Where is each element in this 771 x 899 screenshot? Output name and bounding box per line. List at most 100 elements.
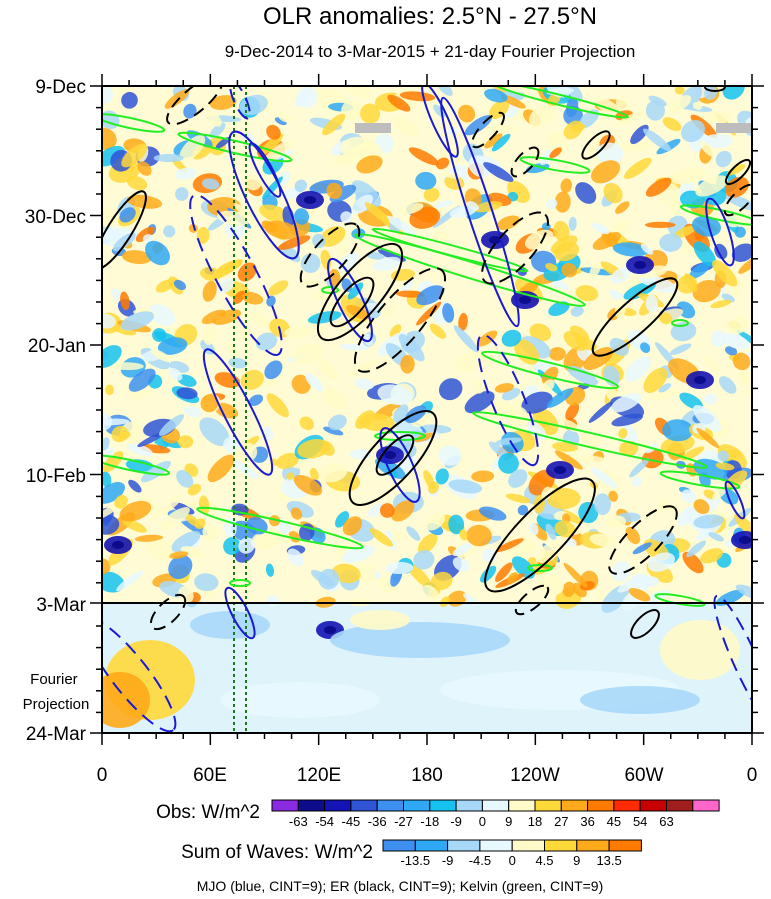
colorbar-tick-label: 13.5 [596, 853, 621, 868]
anomaly-blob [433, 200, 454, 208]
anomaly-blob [615, 201, 630, 214]
anomaly-blob [506, 406, 528, 427]
colorbar-tick-label: 36 [580, 814, 594, 829]
axis-ticks [90, 74, 764, 745]
anomaly-blob [628, 588, 651, 602]
anomaly-blob [590, 467, 618, 489]
anomaly-blob [546, 388, 574, 408]
anomaly-blob [104, 446, 115, 458]
anomaly-blob [137, 161, 152, 176]
anomaly-blob [578, 455, 606, 463]
anomaly-blob [305, 373, 324, 392]
colorbar-tick-label: 9 [505, 814, 512, 829]
anomaly-blob [175, 187, 189, 201]
anomaly-blob [266, 124, 281, 140]
anomaly-blob [545, 523, 557, 540]
anomaly-blob [164, 89, 190, 109]
anomaly-core [519, 296, 531, 304]
anomaly-blob [102, 502, 122, 522]
anomaly-blob [484, 88, 508, 103]
anomaly-blob [134, 534, 164, 542]
anomaly-core [304, 196, 316, 204]
anomaly-blob [309, 467, 319, 481]
anomaly-blob [351, 194, 373, 215]
anomaly-blob [669, 343, 692, 355]
anomaly-blob [150, 500, 180, 520]
anomaly-blob [631, 476, 643, 487]
anomaly-blob [548, 301, 570, 317]
anomaly-core [121, 46, 149, 64]
anomaly-blob [300, 253, 321, 273]
anomaly-blob [277, 112, 292, 123]
colorbar-swatch [414, 839, 449, 852]
anomaly-blob [119, 500, 152, 522]
anomaly-blob [546, 131, 569, 155]
x-tick-label: 60E [193, 765, 227, 786]
er-wave-dashed-contours [149, 86, 752, 631]
anomaly-blob [632, 542, 652, 555]
anomaly-blob [432, 230, 449, 243]
colorbar-tick-label: 27 [554, 814, 568, 829]
anomaly-blob [291, 374, 311, 394]
anomaly-blob [578, 109, 600, 129]
anomaly-blob [237, 262, 257, 282]
mjo-dashed-contours [102, 86, 752, 733]
anomaly-blob [610, 393, 642, 413]
anomaly-blob [681, 119, 705, 143]
colorbar-swatch [608, 839, 642, 852]
colorbar-swatch [455, 799, 483, 812]
anomaly-blob [507, 572, 519, 584]
anomaly-blob [710, 330, 726, 348]
anomaly-blob [430, 571, 453, 591]
anomaly-blob [495, 538, 524, 553]
anomaly-blob [448, 479, 483, 494]
anomaly-blob [625, 356, 651, 382]
anomaly-core [129, 51, 141, 59]
anomaly-blob [712, 487, 728, 500]
anomaly-blob [209, 122, 226, 139]
chart-title: OLR anomalies: 2.5°N - 27.5°N [263, 3, 597, 30]
anomaly-blob [168, 367, 183, 381]
anomaly-blob [603, 182, 623, 204]
anomaly-blob [102, 345, 122, 368]
anomaly-blob [322, 113, 346, 136]
anomaly-blob [589, 533, 618, 548]
anomaly-blob [194, 518, 206, 529]
anomaly-blob [563, 330, 588, 351]
anomaly-blob [712, 260, 738, 287]
anomaly-blob [693, 241, 717, 267]
anomaly-blob [593, 493, 612, 516]
anomaly-blob [657, 499, 668, 514]
anomaly-blob [715, 462, 735, 471]
anomaly-blob [269, 515, 281, 527]
anomaly-blob [589, 261, 602, 278]
anomaly-blob [173, 279, 187, 291]
anomaly-blob [480, 565, 497, 583]
colorbar-swatch [297, 799, 326, 812]
anomaly-blob [731, 243, 752, 262]
anomaly-blob [494, 383, 514, 393]
waves-colorbar-label: Sum of Waves: W/m^2 [181, 842, 373, 863]
anomaly-blob [409, 206, 441, 229]
anomaly-blob [570, 123, 586, 133]
anomaly-blob [264, 220, 299, 240]
anomaly-blob [400, 355, 415, 374]
anomaly-blob [541, 486, 553, 501]
anomaly-blob [102, 482, 125, 504]
x-tick-label: 0 [97, 765, 108, 786]
colorbar-swatch [534, 799, 562, 812]
anomaly-blob [392, 531, 404, 542]
anomaly-blob [155, 279, 175, 293]
anomaly-blob [575, 182, 597, 204]
anomaly-core [324, 626, 336, 634]
anomaly-blob [647, 552, 676, 572]
anomaly-blob [708, 532, 724, 542]
anomaly-blob [229, 459, 259, 479]
anomaly-blob [398, 333, 425, 362]
anomaly-blob [735, 584, 752, 601]
anomaly-blob [328, 414, 347, 431]
anomaly-blob [425, 512, 446, 531]
anomaly-blob [554, 520, 576, 538]
anomaly-blob [453, 325, 479, 353]
anomaly-core [694, 376, 706, 384]
